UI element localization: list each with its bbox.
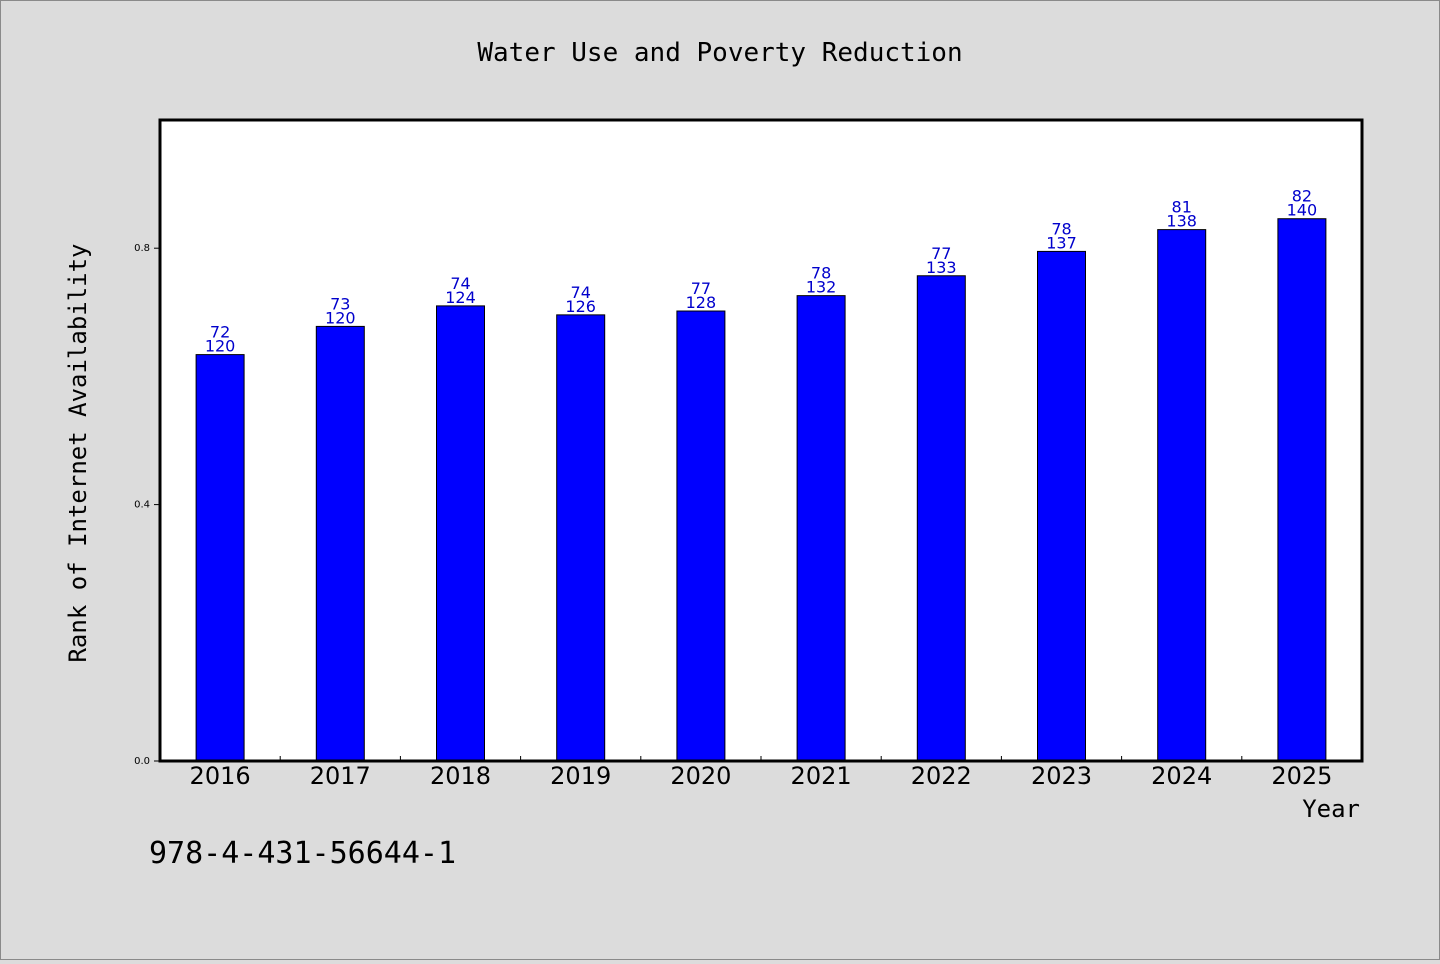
x-tick-label-2020: 2020 (670, 762, 731, 790)
data-label-lower-2020: 128 (686, 293, 717, 312)
y-tick-label: 0.4 (134, 500, 150, 511)
x-tick-label-2025: 2025 (1271, 762, 1332, 790)
data-label-lower-2025: 140 (1287, 201, 1318, 220)
x-axis-label: Year (1302, 795, 1360, 823)
bar-2022 (916, 275, 966, 762)
bar-2020 (676, 310, 726, 762)
plot-border (158, 118, 1364, 763)
bar-2019 (556, 314, 606, 762)
x-tick-label-2024: 2024 (1151, 762, 1212, 790)
x-tick-label-2021: 2021 (791, 762, 852, 790)
data-label-lower-2022: 133 (926, 258, 957, 277)
x-tick-label-2018: 2018 (430, 762, 491, 790)
data-label-upper-2022: 77 (931, 244, 951, 263)
data-label-upper-2016: 72 (210, 323, 230, 342)
bar-2017 (315, 325, 365, 762)
data-label-lower-2024: 138 (1166, 212, 1197, 231)
data-label-lower-2021: 132 (806, 278, 837, 297)
footer-code: 978-4-431-56644-1 (149, 836, 456, 871)
y-axis-ticks: 0.0 0.4 0.8 (134, 243, 160, 767)
x-tick-label-2023: 2023 (1031, 762, 1092, 790)
x-tick-label-2019: 2019 (550, 762, 611, 790)
bar-2023 (1037, 250, 1086, 762)
bar-2021 (796, 295, 846, 762)
bar-2016 (195, 354, 245, 762)
data-label-upper-2021: 78 (811, 264, 831, 283)
data-label-upper-2024: 81 (1172, 198, 1192, 217)
data-label-upper-2020: 77 (691, 279, 711, 298)
data-label-lower-2017: 120 (325, 308, 356, 327)
x-tick-label-2017: 2017 (310, 762, 371, 790)
bar-2025 (1277, 218, 1327, 762)
data-label-lower-2016: 120 (205, 337, 236, 356)
data-label-lower-2018: 124 (445, 288, 476, 307)
x-axis-ticks: 2016 2017 2018 2019 2020 2021 2022 2023 2024 2025 (190, 756, 1332, 790)
data-label-upper-2019: 74 (571, 283, 591, 302)
bars-group (195, 218, 1327, 762)
chart-title: Water Use and Poverty Reduction (477, 38, 962, 68)
x-tick-label-2016: 2016 (190, 762, 251, 790)
x-tick-label-2022: 2022 (911, 762, 972, 790)
data-label-upper-2017: 73 (330, 294, 350, 313)
data-label-upper-2018: 74 (450, 274, 470, 293)
y-axis-label: Rank of Internet Availability (64, 243, 92, 662)
y-tick-label: 0.0 (134, 756, 150, 767)
data-label-upper-2025: 82 (1292, 187, 1312, 206)
data-label-lower-2019: 126 (565, 297, 596, 316)
data-label-lower-2023: 137 (1046, 233, 1077, 252)
y-tick-label: 0.8 (134, 243, 150, 254)
bar-2024 (1157, 229, 1207, 762)
bar-2018 (436, 305, 485, 762)
data-label-upper-2023: 78 (1051, 219, 1071, 238)
